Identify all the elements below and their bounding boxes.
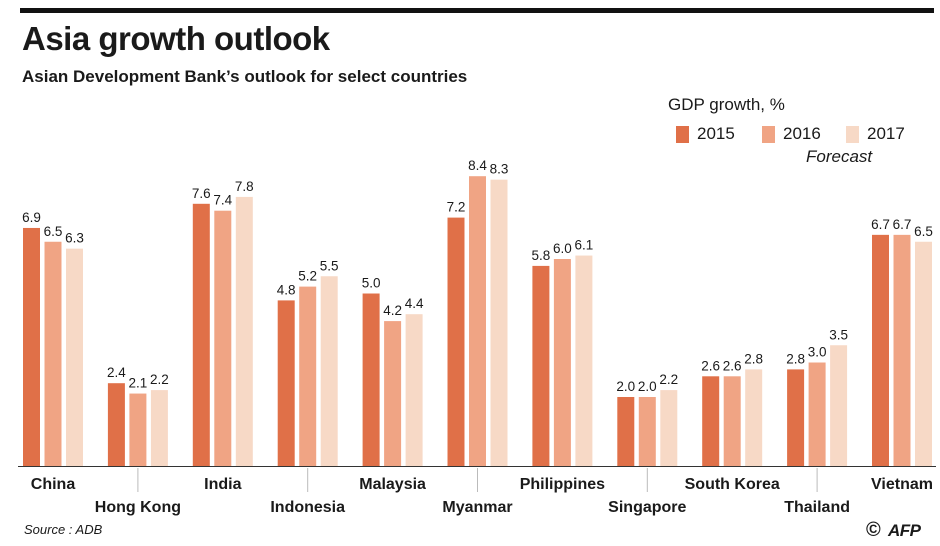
source-note: Source : ADB xyxy=(24,522,103,537)
data-label-vietnam-2017: 6.5 xyxy=(914,224,933,239)
legend-swatch-2016 xyxy=(762,125,775,143)
data-label-hong-kong-2017: 2.2 xyxy=(150,372,169,387)
bar-singapore-2015 xyxy=(617,397,635,466)
bar-china-2015 xyxy=(23,227,40,466)
bar-myanmar-2017 xyxy=(490,179,508,466)
data-label-india-2015: 7.6 xyxy=(192,186,211,201)
category-label-singapore: Singapore xyxy=(608,499,686,516)
bar-hong-kong-2015 xyxy=(107,383,125,466)
legend-swatch-2015 xyxy=(676,125,689,143)
bar-vietnam-2015 xyxy=(872,234,889,466)
data-label-malaysia-2017: 4.4 xyxy=(405,296,424,311)
bar-india-2016 xyxy=(214,210,232,466)
data-label-south-korea-2016: 2.6 xyxy=(723,358,742,373)
data-label-indonesia-2017: 5.5 xyxy=(320,258,339,273)
data-label-china-2016: 6.5 xyxy=(44,224,63,239)
data-label-philippines-2016: 6.0 xyxy=(553,241,572,256)
bar-thailand-2016 xyxy=(808,362,826,466)
bar-singapore-2016 xyxy=(638,397,656,466)
bar-china-2017 xyxy=(66,248,83,466)
data-label-myanmar-2017: 8.3 xyxy=(490,162,509,177)
legend-item-2016: 2016 xyxy=(762,124,821,144)
data-label-hong-kong-2016: 2.1 xyxy=(129,376,148,391)
bar-thailand-2017 xyxy=(830,345,848,466)
legend-label-2016: 2016 xyxy=(783,124,821,143)
bar-vietnam-2017 xyxy=(915,241,932,466)
bar-hong-kong-2017 xyxy=(150,390,168,466)
bar-singapore-2017 xyxy=(660,390,678,466)
data-label-myanmar-2015: 7.2 xyxy=(447,200,466,215)
legend-item-2015: 2015 xyxy=(676,124,735,144)
legend-label-2017: 2017 xyxy=(867,124,905,143)
data-label-hong-kong-2015: 2.4 xyxy=(107,365,126,380)
bar-myanmar-2015 xyxy=(447,217,465,466)
data-label-philippines-2015: 5.8 xyxy=(532,248,551,263)
category-label-china: China xyxy=(31,476,76,493)
legend-swatch-2017 xyxy=(846,125,859,143)
bar-indonesia-2015 xyxy=(277,300,295,466)
data-label-thailand-2017: 3.5 xyxy=(829,327,848,342)
bar-malaysia-2017 xyxy=(405,314,423,466)
category-label-vietnam: Vietnam xyxy=(871,476,933,493)
bar-indonesia-2017 xyxy=(320,276,338,466)
data-label-india-2016: 7.4 xyxy=(213,193,232,208)
bar-myanmar-2016 xyxy=(469,176,486,466)
data-label-thailand-2015: 2.8 xyxy=(786,351,805,366)
data-label-south-korea-2017: 2.8 xyxy=(744,351,763,366)
bar-philippines-2016 xyxy=(553,259,571,466)
bar-vietnam-2016 xyxy=(893,234,911,466)
category-label-thailand: Thailand xyxy=(784,499,850,516)
data-label-singapore-2017: 2.2 xyxy=(659,372,678,387)
category-label-south-korea: South Korea xyxy=(685,476,780,493)
chart-title: Asia growth outlook xyxy=(22,20,330,57)
bar-china-2016 xyxy=(44,241,62,466)
category-label-myanmar: Myanmar xyxy=(442,499,512,516)
category-label-india: India xyxy=(204,476,241,493)
afp-logo: AFP xyxy=(888,521,921,540)
data-label-south-korea-2015: 2.6 xyxy=(701,358,720,373)
bar-south-korea-2016 xyxy=(723,376,741,466)
data-label-singapore-2016: 2.0 xyxy=(638,379,657,394)
category-label-philippines: Philippines xyxy=(520,476,605,493)
bar-malaysia-2015 xyxy=(362,293,380,466)
bar-hong-kong-2016 xyxy=(129,393,147,466)
chart-subtitle: Asian Development Bank’s outlook for sel… xyxy=(22,67,468,86)
bar-philippines-2017 xyxy=(575,255,593,466)
data-label-philippines-2017: 6.1 xyxy=(575,238,594,253)
data-label-thailand-2016: 3.0 xyxy=(808,345,827,360)
copyright-icon: © xyxy=(866,519,881,541)
data-label-indonesia-2015: 4.8 xyxy=(277,282,296,297)
data-label-china-2017: 6.3 xyxy=(65,231,84,246)
bar-indonesia-2016 xyxy=(299,286,317,466)
data-label-indonesia-2016: 5.2 xyxy=(298,269,317,284)
data-label-china-2015: 6.9 xyxy=(22,210,41,225)
data-label-singapore-2015: 2.0 xyxy=(616,379,635,394)
category-label-malaysia: Malaysia xyxy=(359,476,426,493)
bar-malaysia-2016 xyxy=(384,321,402,466)
data-label-myanmar-2016: 8.4 xyxy=(468,158,487,173)
data-label-vietnam-2016: 6.7 xyxy=(893,217,912,232)
data-label-malaysia-2016: 4.2 xyxy=(383,303,402,318)
legend-title: GDP growth, % xyxy=(668,95,785,114)
data-label-malaysia-2015: 5.0 xyxy=(362,276,381,291)
category-label-indonesia: Indonesia xyxy=(270,499,345,516)
bar-india-2017 xyxy=(235,196,253,466)
legend-item-2017: 2017 xyxy=(846,124,905,144)
bar-south-korea-2015 xyxy=(702,376,720,466)
legend-label-2015: 2015 xyxy=(697,124,735,143)
data-label-vietnam-2015: 6.7 xyxy=(871,217,890,232)
category-label-hong-kong: Hong Kong xyxy=(95,499,181,516)
bar-india-2015 xyxy=(192,203,210,467)
legend-forecast-note: Forecast xyxy=(806,147,873,166)
bar-south-korea-2017 xyxy=(745,369,763,466)
bar-thailand-2015 xyxy=(787,369,805,466)
data-label-india-2017: 7.8 xyxy=(235,179,254,194)
top-rule xyxy=(20,8,934,13)
bar-philippines-2015 xyxy=(532,265,550,466)
